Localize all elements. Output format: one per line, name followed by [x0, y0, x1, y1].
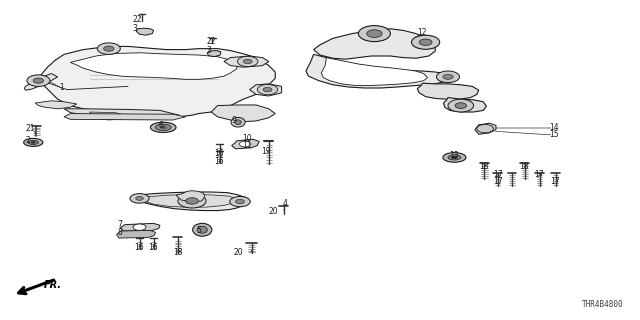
- Circle shape: [239, 141, 251, 147]
- Ellipse shape: [231, 117, 245, 127]
- Circle shape: [136, 196, 143, 200]
- Polygon shape: [176, 191, 205, 202]
- Circle shape: [448, 99, 474, 112]
- Circle shape: [436, 71, 460, 83]
- Text: 9: 9: [232, 116, 237, 125]
- Text: 18: 18: [520, 162, 529, 171]
- Text: 2: 2: [26, 136, 30, 145]
- Polygon shape: [321, 58, 428, 85]
- Circle shape: [257, 84, 278, 95]
- Circle shape: [443, 74, 453, 79]
- Text: 21: 21: [26, 124, 35, 133]
- Text: 16: 16: [214, 157, 223, 166]
- Ellipse shape: [443, 153, 466, 162]
- Ellipse shape: [235, 120, 241, 124]
- Polygon shape: [306, 54, 448, 88]
- Ellipse shape: [193, 223, 212, 236]
- Text: 19: 19: [261, 148, 271, 156]
- Polygon shape: [146, 195, 237, 207]
- Circle shape: [263, 87, 272, 92]
- Circle shape: [133, 224, 146, 230]
- Text: THR4B4800: THR4B4800: [582, 300, 624, 309]
- Text: 16: 16: [148, 244, 158, 252]
- Ellipse shape: [155, 124, 172, 131]
- Text: 1: 1: [60, 84, 64, 92]
- Circle shape: [27, 75, 50, 86]
- Circle shape: [33, 78, 44, 83]
- Text: 20: 20: [234, 248, 243, 257]
- Polygon shape: [314, 29, 435, 59]
- Text: 3: 3: [206, 46, 211, 55]
- Text: 13: 13: [449, 151, 459, 160]
- Text: 15: 15: [549, 130, 559, 139]
- Text: 20: 20: [269, 207, 278, 216]
- Polygon shape: [250, 84, 282, 96]
- Circle shape: [455, 103, 467, 108]
- Text: 6: 6: [158, 121, 163, 130]
- Circle shape: [451, 156, 458, 159]
- Circle shape: [367, 30, 382, 37]
- Circle shape: [97, 43, 120, 54]
- Polygon shape: [136, 192, 248, 211]
- Text: 17: 17: [550, 177, 560, 186]
- Polygon shape: [444, 98, 486, 112]
- Text: 22: 22: [132, 15, 142, 24]
- Polygon shape: [35, 101, 77, 109]
- Ellipse shape: [448, 155, 461, 160]
- Text: 18: 18: [173, 248, 182, 257]
- Polygon shape: [417, 83, 479, 99]
- Ellipse shape: [197, 226, 207, 233]
- Text: 11: 11: [242, 141, 252, 150]
- Polygon shape: [38, 46, 275, 117]
- Circle shape: [477, 124, 493, 133]
- Polygon shape: [136, 28, 154, 35]
- Text: 17: 17: [534, 170, 544, 179]
- Polygon shape: [211, 105, 275, 122]
- Text: 8: 8: [118, 228, 122, 237]
- Polygon shape: [232, 139, 259, 149]
- Circle shape: [160, 126, 166, 129]
- Ellipse shape: [150, 122, 176, 132]
- Text: 5: 5: [196, 226, 202, 235]
- Polygon shape: [24, 74, 58, 90]
- Circle shape: [230, 196, 250, 207]
- Text: 18: 18: [479, 162, 488, 171]
- Circle shape: [31, 141, 36, 144]
- Polygon shape: [70, 53, 237, 79]
- Circle shape: [186, 198, 198, 204]
- Circle shape: [358, 26, 390, 42]
- Polygon shape: [475, 123, 496, 134]
- Circle shape: [237, 56, 258, 67]
- Text: 16: 16: [134, 244, 144, 252]
- Circle shape: [104, 46, 114, 51]
- Ellipse shape: [28, 140, 38, 145]
- Polygon shape: [207, 51, 221, 57]
- Circle shape: [412, 35, 440, 49]
- Text: 12: 12: [417, 28, 427, 37]
- Text: 4: 4: [283, 199, 288, 208]
- Polygon shape: [90, 112, 128, 120]
- Polygon shape: [64, 109, 179, 119]
- Ellipse shape: [24, 138, 43, 146]
- Polygon shape: [120, 223, 160, 231]
- Text: 22: 22: [206, 37, 216, 46]
- Text: 7: 7: [118, 220, 123, 229]
- Circle shape: [130, 194, 149, 203]
- Polygon shape: [64, 114, 186, 120]
- Circle shape: [243, 59, 252, 64]
- Text: 10: 10: [242, 134, 252, 143]
- Circle shape: [236, 199, 244, 204]
- Circle shape: [178, 194, 206, 208]
- Text: 16: 16: [214, 149, 223, 158]
- Polygon shape: [116, 230, 156, 238]
- Circle shape: [419, 39, 432, 45]
- Text: 17: 17: [493, 170, 502, 179]
- Text: 17: 17: [493, 177, 502, 186]
- Polygon shape: [224, 56, 269, 67]
- Text: 3: 3: [132, 24, 138, 33]
- Text: 14: 14: [549, 123, 559, 132]
- Text: FR.: FR.: [44, 280, 61, 291]
